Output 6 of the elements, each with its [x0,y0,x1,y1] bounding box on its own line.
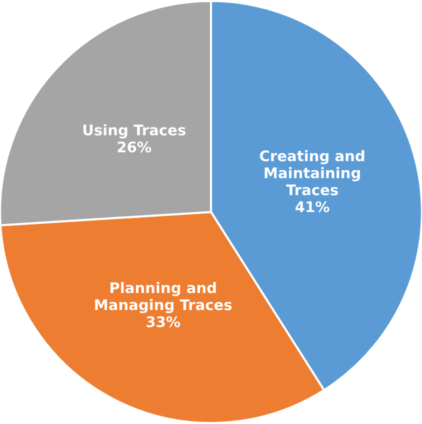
slice-label: Using Traces [83,124,186,138]
slice-label: Creating and Maintaining Traces [260,150,364,196]
data-label: 33% [146,316,180,328]
data-label: 26% [118,141,152,153]
slice-label: Planning and Managing Traces [95,282,232,314]
data-label: 41% [296,201,330,212]
